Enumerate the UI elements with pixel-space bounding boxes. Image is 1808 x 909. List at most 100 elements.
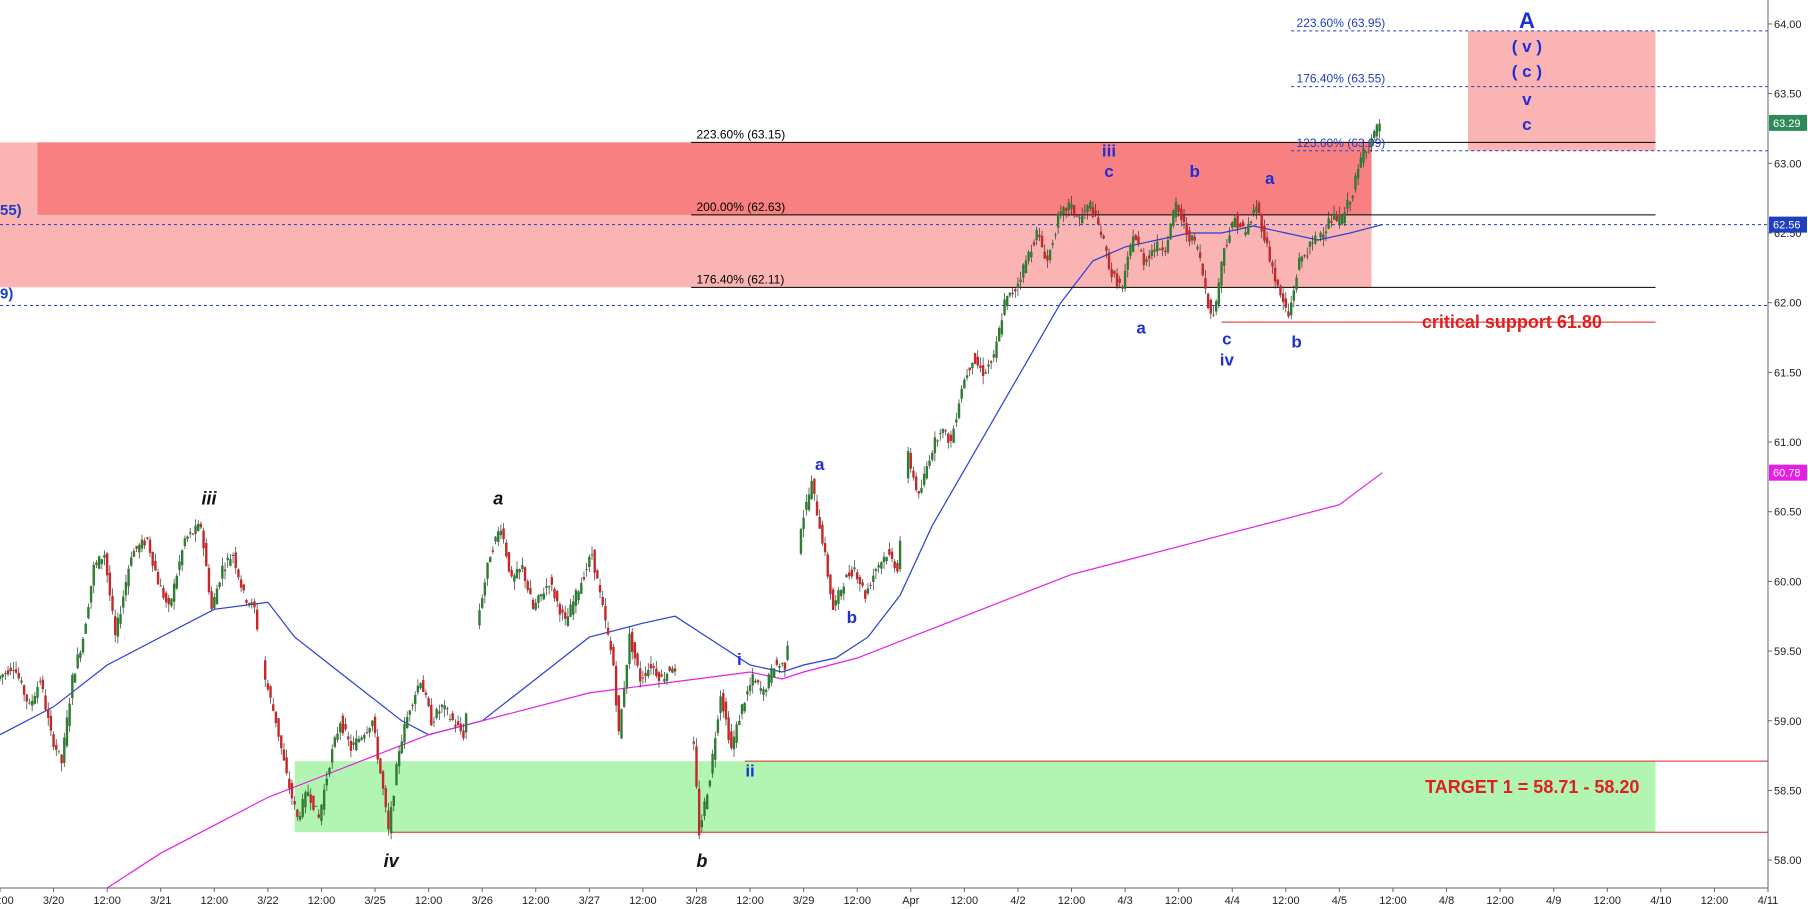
candle-body <box>1281 293 1285 303</box>
candle-body <box>237 569 240 578</box>
candle-body <box>38 680 42 682</box>
candle-body <box>266 683 270 690</box>
x-tick-label-14: 12:00 <box>736 895 764 907</box>
x-tick-label-22: 12:00 <box>1165 895 1193 907</box>
candle-body <box>73 673 77 683</box>
candle-body <box>1335 214 1338 222</box>
candle-body <box>649 663 653 669</box>
candle-body <box>928 460 931 466</box>
x-tick-label-21: 4/3 <box>1117 895 1132 907</box>
x-tick-label-32: 12:00 <box>1701 895 1729 907</box>
x-tick-label-2: 12:00 <box>93 895 121 907</box>
candle-body <box>304 792 307 808</box>
candle-body <box>542 593 545 600</box>
candle-body <box>419 683 422 689</box>
x-tick-label-3: 3/21 <box>150 895 171 907</box>
candle-body <box>1174 201 1178 218</box>
candle-body <box>724 701 728 720</box>
candle-body <box>936 440 939 442</box>
candle-body <box>1356 168 1360 179</box>
candle-body <box>831 589 835 610</box>
price-label-box-0 <box>1769 114 1807 131</box>
candle-body <box>84 623 87 634</box>
candle-body <box>301 799 304 817</box>
candle-body <box>971 362 974 369</box>
candle-body <box>1185 223 1188 235</box>
candle-body <box>1040 235 1044 248</box>
candle-body <box>1188 230 1191 242</box>
candle-body <box>167 597 170 605</box>
candle-body <box>577 591 580 601</box>
candle-body <box>1161 247 1164 251</box>
candle-body <box>746 691 749 695</box>
candle-body <box>981 365 985 377</box>
candle-body <box>365 732 369 734</box>
y-tick-label-12: 64.00 <box>1774 19 1802 31</box>
candle-body <box>1145 259 1148 263</box>
x-tick-label-10: 12:00 <box>522 895 550 907</box>
candle-body <box>842 586 846 594</box>
candle-body <box>1362 148 1365 163</box>
candle-body <box>178 561 181 570</box>
fib-label-right-1: 176.40% (63.55) <box>1297 72 1386 86</box>
candle-body <box>636 653 639 666</box>
candle-body <box>199 523 203 528</box>
candle-body <box>146 537 149 539</box>
candle-body <box>880 562 883 569</box>
candle-body <box>480 598 484 608</box>
candle-body <box>1172 210 1175 226</box>
candle-body <box>775 659 779 665</box>
candle-body <box>105 553 109 576</box>
candle-body <box>312 795 315 810</box>
left-edge-label-1: 9) <box>0 285 13 302</box>
candle-body <box>847 572 851 577</box>
wave-label-blue-15: v <box>1522 90 1532 109</box>
candle-body <box>116 617 120 637</box>
candle-body <box>65 717 69 746</box>
candle-body <box>885 557 888 562</box>
x-tick-label-11: 3/27 <box>579 895 600 907</box>
candle-body <box>483 582 487 596</box>
candle-body <box>330 749 334 763</box>
price-label-box-1 <box>1769 216 1807 233</box>
candle-body <box>906 451 910 479</box>
candle-body <box>973 353 977 364</box>
x-tick-label-12: 12:00 <box>629 895 657 907</box>
candle-body <box>140 539 144 549</box>
candle-body <box>593 549 596 573</box>
x-tick-label-5: 3/22 <box>257 895 278 907</box>
candle-body <box>1332 213 1336 220</box>
candle-body <box>925 466 929 479</box>
candle-body <box>550 577 554 585</box>
candle-body <box>100 559 103 564</box>
candle-body <box>1343 212 1346 224</box>
candle-body <box>1003 299 1006 315</box>
candle-body <box>1252 209 1255 214</box>
candle-body <box>1182 215 1186 223</box>
candle-body <box>223 569 227 572</box>
y-tick-label-7: 61.50 <box>1774 367 1802 379</box>
wave-label-blue-2: i <box>737 650 742 669</box>
candle-body <box>510 570 513 577</box>
candle-body <box>1067 202 1071 211</box>
candle-body <box>1081 215 1084 224</box>
candle-body <box>347 736 350 740</box>
candle-body <box>1131 236 1135 253</box>
candle-body <box>344 724 347 730</box>
x-tick-label-17: Apr <box>902 895 919 907</box>
candle-body <box>537 595 540 604</box>
candle-body <box>641 677 645 679</box>
x-tick-label-8: 12:00 <box>415 895 443 907</box>
y-tick-label-4: 60.00 <box>1774 576 1802 588</box>
candle-body <box>164 592 168 603</box>
candle-body <box>1244 231 1247 235</box>
candle-body <box>1324 231 1328 234</box>
candle-body <box>730 731 733 749</box>
candle-body <box>874 568 878 572</box>
candle-body <box>213 597 216 609</box>
candle-body <box>322 789 326 810</box>
blue-moving-average-line <box>0 224 1383 736</box>
candle-body <box>1311 242 1314 244</box>
candle-body <box>1 674 4 678</box>
fib-label-left-1: 200.00% (62.63) <box>696 200 785 214</box>
